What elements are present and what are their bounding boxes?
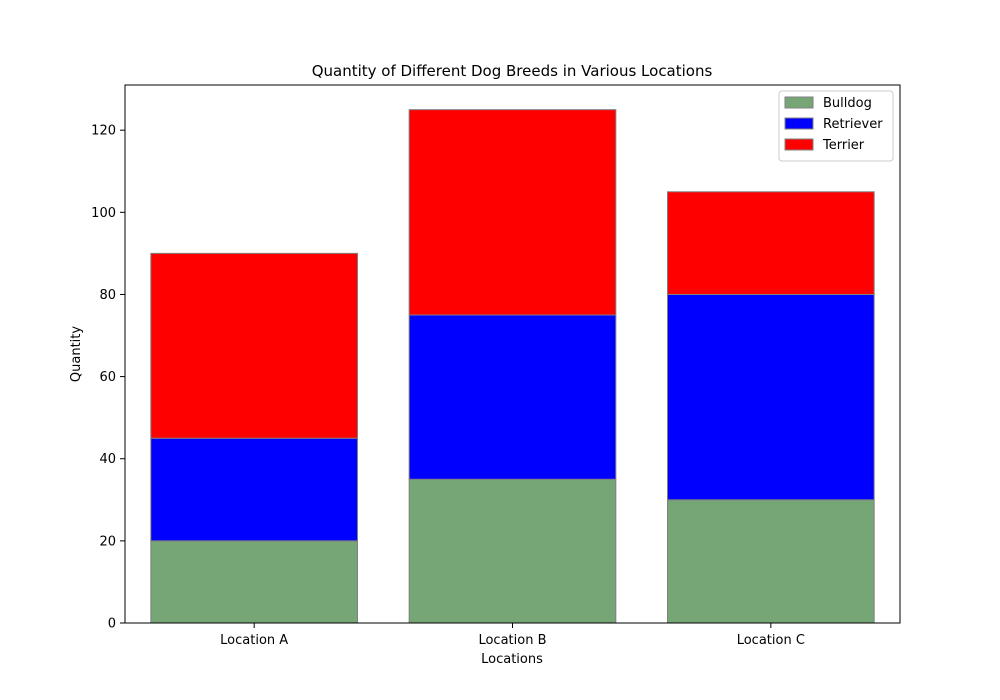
y-tick-label: 20 bbox=[99, 534, 116, 549]
y-tick-label: 60 bbox=[99, 370, 116, 385]
legend-label-bulldog: Bulldog bbox=[823, 96, 872, 111]
x-axis-label: Locations bbox=[481, 652, 543, 667]
x-tick-label: Location B bbox=[478, 633, 546, 648]
bar-retriever-3 bbox=[667, 293, 875, 501]
legend-label-retriever: Retriever bbox=[823, 117, 883, 132]
chart-title: Quantity of Different Dog Breeds in Vari… bbox=[312, 62, 713, 80]
y-tick-label: 80 bbox=[99, 288, 116, 303]
y-tick-label: 100 bbox=[91, 206, 116, 221]
legend-swatch-retriever bbox=[784, 117, 814, 130]
bar-retriever-1 bbox=[150, 437, 358, 542]
x-axis: Location A Location B Location C bbox=[220, 623, 805, 648]
legend-swatch-terrier bbox=[784, 138, 814, 151]
bar-terrier-3 bbox=[667, 191, 875, 295]
legend-swatch-bulldog bbox=[784, 96, 814, 109]
bar-bulldog-3 bbox=[667, 499, 875, 624]
legend: Bulldog Retriever Terrier bbox=[778, 90, 894, 162]
bar-terrier-1 bbox=[150, 252, 358, 439]
bar-terrier-2 bbox=[408, 109, 617, 316]
x-tick-label: Location A bbox=[220, 633, 288, 648]
bars-group bbox=[150, 109, 875, 624]
x-tick-label: Location C bbox=[737, 633, 805, 648]
y-tick-label: 0 bbox=[108, 617, 116, 632]
y-tick-label: 40 bbox=[99, 452, 116, 467]
y-axis: 0 20 40 60 80 100 120 bbox=[91, 124, 125, 632]
y-axis-label: Quantity bbox=[69, 326, 84, 382]
legend-label-terrier: Terrier bbox=[822, 138, 865, 153]
bar-retriever-2 bbox=[408, 314, 617, 480]
bar-bulldog-1 bbox=[150, 540, 358, 624]
bar-bulldog-2 bbox=[408, 478, 617, 624]
y-tick-label: 120 bbox=[91, 124, 116, 139]
